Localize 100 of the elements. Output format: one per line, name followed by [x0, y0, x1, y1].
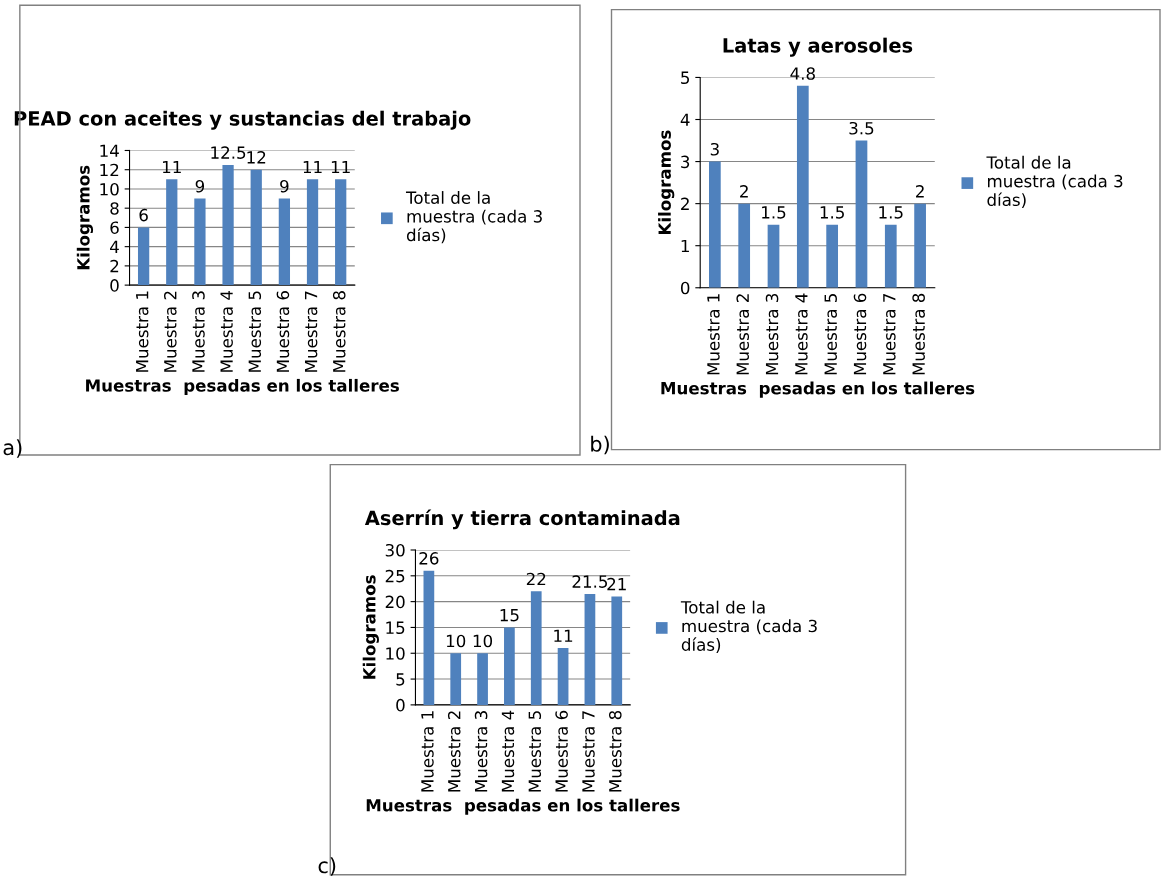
x-tick-label: Muestra 5 — [824, 294, 837, 375]
data-label: 11 — [303, 160, 322, 174]
x-tick-label: Muestra 8 — [912, 293, 925, 375]
bar — [611, 596, 623, 705]
y-tick-label: 14 — [100, 144, 119, 157]
text: a) — [3, 439, 22, 458]
bar — [166, 179, 178, 286]
y-tick-label: 0 — [110, 279, 119, 292]
data-label: 10 — [446, 634, 466, 648]
y-tick-label: 25 — [385, 569, 405, 583]
chart-title: Aserrín y tierra contaminada — [364, 509, 680, 530]
chart-title: Latas y aerosoles — [723, 37, 913, 57]
data-label: 22 — [526, 572, 546, 586]
bar — [278, 198, 291, 286]
x-tick-label: Muestra 6 — [853, 293, 867, 375]
data-label: 2 — [740, 185, 748, 198]
legend-label: Total de la muestra (cada 3 días) — [405, 191, 542, 244]
data-label: 1.5 — [879, 206, 903, 219]
x-axis-title: Muestras pesadas en los talleres — [86, 378, 399, 396]
x-axis-title: Muestras pesadas en los talleres — [366, 798, 680, 815]
x-tick-label: Muestra 1 — [707, 294, 720, 375]
y-tick-label: 2 — [110, 259, 119, 273]
data-label: 3.5 — [849, 121, 874, 135]
y-tick-label: 10 — [386, 647, 405, 660]
x-tick-label: Muestra 2 — [736, 294, 750, 375]
x-tick-label: Muestra 3 — [765, 293, 779, 375]
data-label: 11 — [162, 160, 181, 174]
x-tick-label: Muestra 1 — [136, 291, 149, 372]
data-label: 1.5 — [762, 206, 786, 219]
bar — [530, 591, 542, 705]
text: b) — [591, 435, 609, 455]
data-label: 11 — [331, 160, 350, 174]
data-label: 12 — [247, 151, 266, 164]
y-tick-label: 2 — [681, 197, 689, 210]
bar — [450, 653, 462, 705]
x-tick-label: Muestra 4 — [501, 710, 515, 792]
x-tick-label: Muestra 1 — [421, 711, 434, 792]
bar — [796, 85, 809, 288]
bar — [914, 203, 926, 288]
bar — [855, 140, 868, 288]
x-tick-label: Muestra 6 — [276, 291, 290, 372]
y-axis-title: Kilogramos — [362, 575, 379, 679]
data-label: 12.5 — [211, 146, 246, 159]
y-tick-label: 3 — [681, 155, 690, 169]
y-tick-label: 12 — [100, 163, 119, 177]
bar — [194, 198, 206, 286]
x-tick-label: Muestra 8 — [608, 710, 622, 792]
bar — [584, 593, 596, 705]
bar — [250, 169, 262, 286]
bar — [477, 653, 488, 705]
data-label: 3 — [710, 142, 719, 156]
text: c) — [318, 857, 336, 876]
data-label: 9 — [195, 179, 205, 193]
bar — [884, 224, 897, 288]
x-tick-label: Muestra 3 — [192, 291, 205, 372]
y-tick-label: 0 — [680, 281, 690, 295]
bar — [504, 627, 515, 705]
x-tick-label: Muestra 5 — [528, 711, 542, 792]
y-axis-title: Kilogramos — [76, 165, 94, 270]
chart-title: PEAD con aceites y sustancias del trabajo — [14, 110, 471, 130]
bar — [709, 161, 721, 288]
x-tick-label: Muestra 7 — [582, 711, 595, 792]
y-tick-label: 8 — [110, 202, 119, 215]
data-label: 21 — [607, 577, 626, 591]
x-tick-label: Muestra 2 — [164, 291, 177, 372]
y-tick-label: 15 — [386, 621, 405, 635]
data-label: 2 — [916, 185, 924, 198]
y-axis-title: Kilogramos — [658, 130, 675, 235]
y-tick-label: 6 — [110, 221, 119, 234]
bar — [137, 227, 150, 286]
data-label: 1.5 — [820, 206, 844, 219]
y-tick-label: 20 — [385, 595, 405, 609]
y-tick-label: 4 — [680, 113, 690, 126]
x-tick-label: Muestra 8 — [332, 291, 346, 372]
bar — [335, 179, 347, 286]
bar — [423, 570, 435, 705]
y-tick-label: 5 — [681, 71, 690, 85]
x-tick-label: Muestra 6 — [555, 710, 568, 792]
data-label: 9 — [280, 179, 289, 193]
x-tick-label: Muestra 2 — [447, 711, 461, 792]
x-tick-label: Muestra 3 — [474, 711, 488, 792]
bar — [738, 203, 751, 288]
data-label: 11 — [554, 629, 573, 642]
bar — [557, 648, 569, 705]
data-label: 26 — [419, 552, 439, 565]
bar — [222, 164, 234, 286]
x-tick-label: Muestra 7 — [883, 294, 896, 375]
bar — [306, 179, 319, 286]
y-tick-label: 10 — [100, 182, 119, 196]
y-tick-label: 30 — [385, 543, 405, 557]
data-label: 21.5 — [572, 575, 608, 588]
y-tick-label: 5 — [396, 673, 405, 686]
x-tick-label: Muestra 4 — [795, 293, 808, 375]
legend-label: Total de la muestra (cada 3 días) — [986, 155, 1123, 209]
y-tick-label: 4 — [110, 240, 119, 253]
y-tick-label: 0 — [396, 698, 405, 712]
x-tick-label: Muestra 5 — [248, 291, 262, 372]
legend-label: Total de la muestra (cada 3 días) — [680, 600, 817, 653]
data-label: 4.8 — [790, 67, 815, 80]
bar — [826, 224, 839, 288]
